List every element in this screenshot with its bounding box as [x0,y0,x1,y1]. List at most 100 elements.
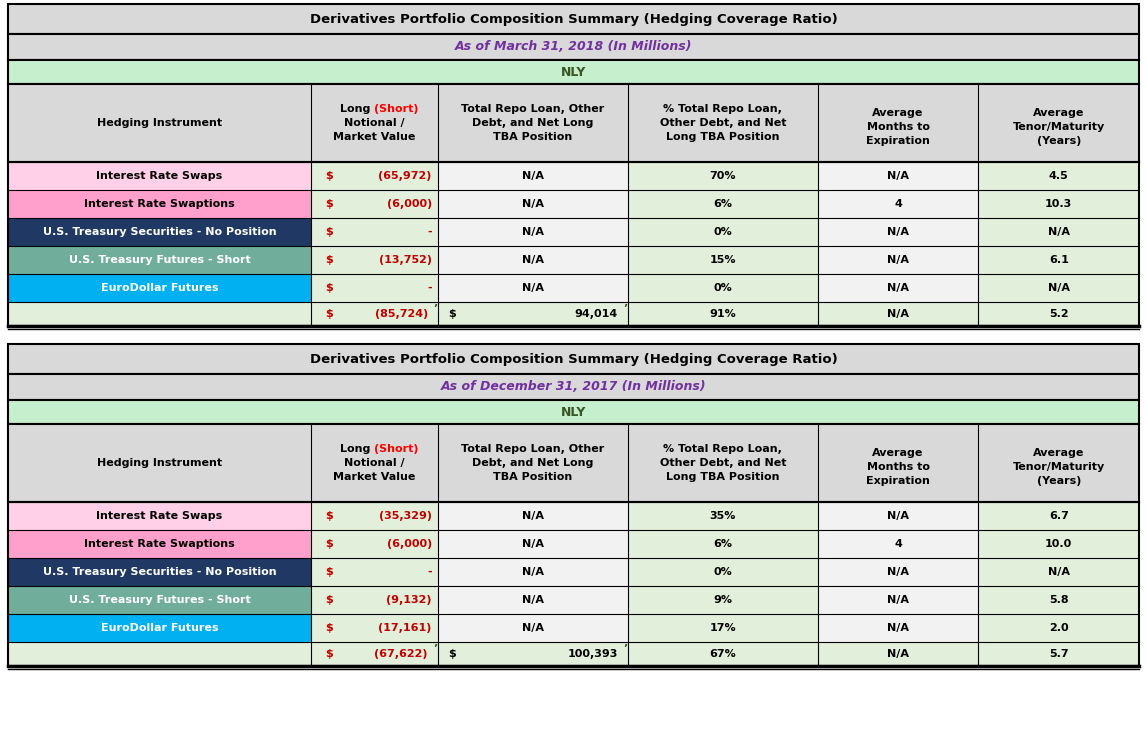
Bar [8,502,311,530]
Text: N/A: N/A [522,595,544,605]
Text: Hedging Instrument: Hedging Instrument [97,118,223,128]
Text: $: $ [447,309,455,319]
Bar [978,558,1139,586]
Text: N/A: N/A [522,539,544,549]
Text: Debt, and Net Long: Debt, and Net Long [473,458,593,468]
Text: ’: ’ [434,304,438,314]
Text: Derivatives Portfolio Composition Summary (Hedging Coverage Ratio): Derivatives Portfolio Composition Summar… [310,353,837,365]
Bar [8,162,311,190]
Bar [8,344,1139,374]
Bar [978,162,1139,190]
Text: N/A: N/A [887,283,910,293]
Text: $: $ [325,567,333,577]
Text: -: - [427,227,431,237]
Text: N/A: N/A [1047,227,1070,237]
Text: Interest Rate Swaps: Interest Rate Swaps [96,171,223,181]
Text: Total Repo Loan, Other: Total Repo Loan, Other [461,104,604,114]
Text: 35%: 35% [710,511,736,521]
Text: 6.7: 6.7 [1048,511,1069,521]
Bar [311,530,438,558]
Text: N/A: N/A [522,171,544,181]
Text: NLY: NLY [561,406,586,418]
Bar [8,60,1139,84]
Text: Debt, and Net Long: Debt, and Net Long [473,118,593,128]
Bar [8,34,1139,60]
Bar [627,190,818,218]
Bar [8,274,311,302]
Bar [311,274,438,302]
Bar [978,246,1139,274]
Text: N/A: N/A [887,623,910,633]
Text: % Total Repo Loan,: % Total Repo Loan, [663,444,782,454]
Text: Average: Average [873,448,923,458]
Text: Notional /: Notional / [344,118,405,128]
Text: TBA Position: TBA Position [493,472,572,482]
Text: 15%: 15% [710,255,736,265]
Text: Interest Rate Swaps: Interest Rate Swaps [96,511,223,521]
Text: Long: Long [341,104,374,114]
Bar [8,614,311,642]
Text: (9,132): (9,132) [387,595,431,605]
Text: Long TBA Position: Long TBA Position [666,132,780,142]
Text: (67,622): (67,622) [374,649,428,659]
Text: $: $ [325,283,333,293]
Bar [8,558,311,586]
Text: Notional /: Notional / [344,458,405,468]
Bar [8,302,1139,326]
Bar [311,190,438,218]
Bar [627,614,818,642]
Text: 0%: 0% [713,227,732,237]
Text: 94,014: 94,014 [575,309,618,319]
Bar [8,84,1139,162]
Bar [818,614,978,642]
Bar [311,162,438,190]
Text: 10.3: 10.3 [1045,199,1072,209]
Bar [438,502,627,530]
Text: Average: Average [1033,108,1084,118]
Text: Hedging Instrument: Hedging Instrument [97,458,223,468]
Bar [978,218,1139,246]
Text: N/A: N/A [522,283,544,293]
Bar [818,274,978,302]
Text: (17,161): (17,161) [379,623,431,633]
Text: N/A: N/A [887,255,910,265]
Text: 2.0: 2.0 [1048,623,1069,633]
Bar [8,246,311,274]
Text: Other Debt, and Net: Other Debt, and Net [660,458,786,468]
Text: Other Debt, and Net: Other Debt, and Net [660,118,786,128]
Text: $: $ [325,623,333,633]
Bar [8,4,1139,34]
Text: NLY: NLY [561,66,586,78]
Bar [438,530,627,558]
Bar [438,246,627,274]
Text: U.S. Treasury Futures - Short: U.S. Treasury Futures - Short [69,595,250,605]
Bar [8,400,1139,424]
Text: Expiration: Expiration [866,136,930,146]
Bar [818,502,978,530]
Bar [8,162,1139,326]
Bar [8,502,1139,666]
Text: Tenor/Maturity: Tenor/Maturity [1013,122,1105,132]
Text: Expiration: Expiration [866,476,930,486]
Text: ’: ’ [624,644,627,654]
Bar [8,642,1139,666]
Text: TBA Position: TBA Position [493,132,572,142]
Bar [818,162,978,190]
Text: (Short): (Short) [374,444,419,454]
Text: $: $ [325,309,333,319]
Bar [627,274,818,302]
Text: $: $ [325,649,333,659]
Text: 5.7: 5.7 [1048,649,1069,659]
Bar [8,530,311,558]
Bar [311,218,438,246]
Text: N/A: N/A [887,649,910,659]
Text: 67%: 67% [709,649,736,659]
Text: 6.1: 6.1 [1048,255,1069,265]
Bar [627,586,818,614]
Text: U.S. Treasury Futures - Short: U.S. Treasury Futures - Short [69,255,250,265]
Bar [818,218,978,246]
Bar [818,190,978,218]
Bar [311,246,438,274]
Text: N/A: N/A [887,171,910,181]
Bar [438,218,627,246]
